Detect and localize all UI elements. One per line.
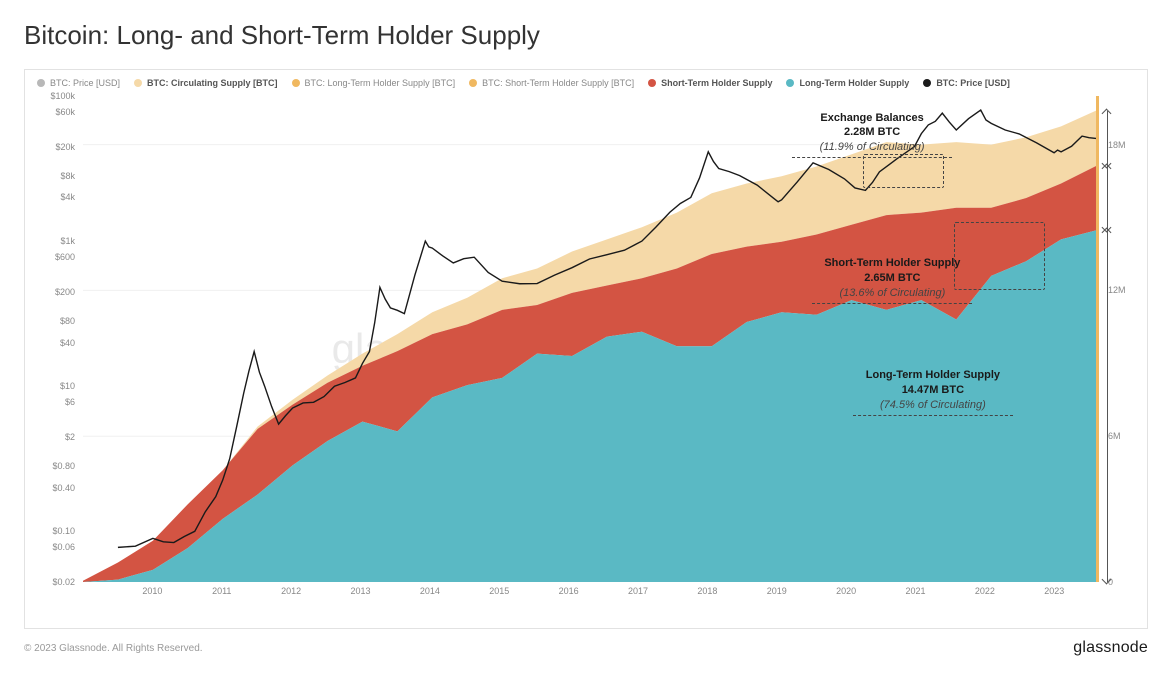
y-left-tick: $0.40 (52, 483, 75, 493)
legend-label: BTC: Price [USD] (50, 78, 120, 88)
annotation-sub: (13.6% of Circulating) (812, 286, 972, 301)
legend-label: BTC: Short-Term Holder Supply [BTC] (482, 78, 634, 88)
x-tick: 2023 (1044, 586, 1064, 596)
bracket-long-term (1100, 230, 1108, 582)
y-left-tick: $40 (60, 338, 75, 348)
y-left-tick: $600 (55, 252, 75, 262)
y-left-tick: $0.80 (52, 461, 75, 471)
x-tick: 2014 (420, 586, 440, 596)
y-left-tick: $10 (60, 381, 75, 391)
x-tick: 2022 (975, 586, 995, 596)
copyright: © 2023 Glassnode. All Rights Reserved. (24, 643, 203, 654)
annotation-long-term: Long-Term Holder Supply 14.47M BTC (74.5… (853, 368, 1013, 416)
legend-swatch (923, 79, 931, 87)
annotation-title: Exchange Balances (792, 111, 952, 126)
legend-label: Short-Term Holder Supply (661, 78, 772, 88)
legend-item: BTC: Price [USD] (923, 78, 1010, 88)
bracket-short-term (1100, 166, 1108, 230)
y-left-tick: $80 (60, 316, 75, 326)
legend-item: BTC: Long-Term Holder Supply [BTC] (292, 78, 456, 88)
x-tick: 2010 (142, 586, 162, 596)
annotation-underline (853, 415, 1013, 416)
x-tick: 2015 (489, 586, 509, 596)
bracket-exchange (1100, 111, 1108, 166)
plot-area: glassnode $100k$60k$20k$8k$4k$1k$600$200… (83, 96, 1099, 582)
x-tick: 2012 (281, 586, 301, 596)
legend-swatch (469, 79, 477, 87)
x-tick: 2016 (559, 586, 579, 596)
legend-item: Short-Term Holder Supply (648, 78, 772, 88)
y-left-tick: $6 (65, 397, 75, 407)
y-left-tick: $100k (50, 91, 75, 101)
chart-svg (83, 96, 1096, 582)
y-right-tick: 12M (1108, 285, 1126, 295)
annotation-title: Short-Term Holder Supply (812, 256, 972, 271)
legend-item: Long-Term Holder Supply (786, 78, 909, 88)
legend-item: BTC: Short-Term Holder Supply [BTC] (469, 78, 634, 88)
brand-logo: glassnode (1073, 639, 1148, 657)
legend-label: BTC: Price [USD] (936, 78, 1010, 88)
callout-box-short-term (954, 222, 1045, 290)
legend-swatch (292, 79, 300, 87)
annotation-underline (812, 303, 972, 304)
y-right-tick: 18M (1108, 140, 1126, 150)
callout-box-exchange (863, 154, 944, 188)
x-tick: 2019 (767, 586, 787, 596)
y-left-tick: $20k (55, 142, 75, 152)
annotation-exchange: Exchange Balances 2.28M BTC (11.9% of Ci… (792, 111, 952, 159)
y-left-tick: $2 (65, 432, 75, 442)
chart-frame: BTC: Price [USD] BTC: Circulating Supply … (24, 69, 1148, 629)
y-left-tick: $8k (60, 171, 75, 181)
x-tick: 2021 (906, 586, 926, 596)
x-tick: 2018 (697, 586, 717, 596)
legend: BTC: Price [USD] BTC: Circulating Supply … (25, 70, 1147, 92)
y-left-tick: $0.06 (52, 542, 75, 552)
legend-swatch (648, 79, 656, 87)
x-tick: 2020 (836, 586, 856, 596)
legend-label: BTC: Long-Term Holder Supply [BTC] (305, 78, 456, 88)
page-title: Bitcoin: Long- and Short-Term Holder Sup… (24, 20, 1148, 51)
legend-swatch (786, 79, 794, 87)
legend-item: BTC: Price [USD] (37, 78, 120, 88)
x-axis: 2010 2011 2012 2013 2014 2015 2016 2017 2018 2019… (83, 586, 1096, 602)
annotation-sub: (11.9% of Circulating) (792, 140, 952, 155)
annotation-title: Long-Term Holder Supply (853, 368, 1013, 383)
y-left-tick: $200 (55, 287, 75, 297)
legend-label: BTC: Circulating Supply [BTC] (147, 78, 278, 88)
annotation-value: 14.47M BTC (853, 383, 1013, 398)
annotation-short-term: Short-Term Holder Supply 2.65M BTC (13.6… (812, 256, 972, 304)
legend-item: BTC: Circulating Supply [BTC] (134, 78, 278, 88)
x-tick: 2013 (351, 586, 371, 596)
y-left-tick: $0.02 (52, 577, 75, 587)
y-left-tick: $0.10 (52, 526, 75, 536)
x-tick: 2017 (628, 586, 648, 596)
x-tick: 2011 (212, 586, 231, 596)
annotation-value: 2.28M BTC (792, 125, 952, 140)
annotation-value: 2.65M BTC (812, 271, 972, 286)
legend-swatch (134, 79, 142, 87)
legend-label: Long-Term Holder Supply (799, 78, 909, 88)
y-axis-left: $100k$60k$20k$8k$4k$1k$600$200$80$40$10$… (29, 96, 79, 582)
annotation-sub: (74.5% of Circulating) (853, 398, 1013, 413)
y-left-tick: $4k (60, 192, 75, 202)
legend-swatch (37, 79, 45, 87)
y-left-tick: $1k (60, 236, 75, 246)
y-right-tick: 6M (1108, 431, 1121, 441)
y-left-tick: $60k (55, 107, 75, 117)
